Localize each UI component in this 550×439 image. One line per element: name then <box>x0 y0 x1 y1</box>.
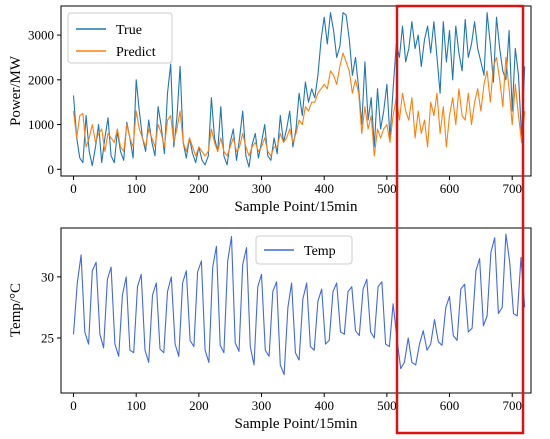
temp-x-tick-label: 600 <box>440 398 460 413</box>
temp-y-axis-label: Temp/°C <box>8 283 24 337</box>
temp-series-lines <box>72 233 526 376</box>
temp-x-tick-label: 500 <box>377 398 397 413</box>
temp-x-axis-label: Sample Point/15min <box>235 416 358 432</box>
highlight-box <box>395 4 525 435</box>
power-series-lines <box>72 12 526 168</box>
power-y-tick-label: 2000 <box>28 72 54 87</box>
temp-x-tick-label: 0 <box>70 398 77 413</box>
power-y-ticks: 0 1000 2000 3000 <box>28 28 61 177</box>
legend-label-true: True <box>116 23 142 38</box>
power-y-tick-label: 1000 <box>28 117 54 132</box>
temp-y-tick-label: 25 <box>41 331 54 346</box>
temp-y-ticks: 25 30 <box>41 269 61 346</box>
temp-x-tick-label: 700 <box>502 398 522 413</box>
power-chart: 0 100 200 300 400 500 600 700 0 1000 2000 3000 Sam… <box>8 5 532 215</box>
power-x-tick-label: 200 <box>189 181 209 196</box>
power-y-axis-label: Power/MW <box>8 55 24 126</box>
power-x-tick-label: 500 <box>377 181 397 196</box>
temp-x-tick-label: 300 <box>252 398 272 413</box>
temp-x-ticks: 0 100 200 300 400 500 600 700 <box>70 393 522 413</box>
power-x-tick-label: 700 <box>502 181 522 196</box>
series-line-predict <box>72 52 526 157</box>
temp-x-tick-label: 200 <box>189 398 209 413</box>
power-x-axis-label: Sample Point/15min <box>235 199 358 215</box>
power-y-tick-label: 0 <box>48 162 55 177</box>
power-x-tick-label: 300 <box>252 181 272 196</box>
power-x-tick-label: 100 <box>126 181 146 196</box>
series-line-true <box>72 12 526 168</box>
temp-x-tick-label: 100 <box>126 398 146 413</box>
temp-chart: 0 100 200 300 400 500 600 700 25 30 Sample Point… <box>8 227 532 432</box>
legend-label-predict: Predict <box>116 45 156 60</box>
legend-label-temp: Temp <box>304 244 336 259</box>
series-line-temp <box>72 233 526 376</box>
power-legend: True Predict <box>67 12 173 64</box>
temp-legend-box <box>255 235 353 265</box>
power-x-tick-label: 0 <box>70 181 77 196</box>
power-y-tick-label: 3000 <box>28 28 54 43</box>
power-x-ticks: 0 100 200 300 400 500 600 700 <box>70 176 522 196</box>
temp-y-tick-label: 30 <box>41 269 54 284</box>
power-x-tick-label: 600 <box>440 181 460 196</box>
temp-legend: Temp <box>255 235 353 265</box>
power-x-tick-label: 400 <box>314 181 334 196</box>
temp-x-tick-label: 400 <box>314 398 334 413</box>
